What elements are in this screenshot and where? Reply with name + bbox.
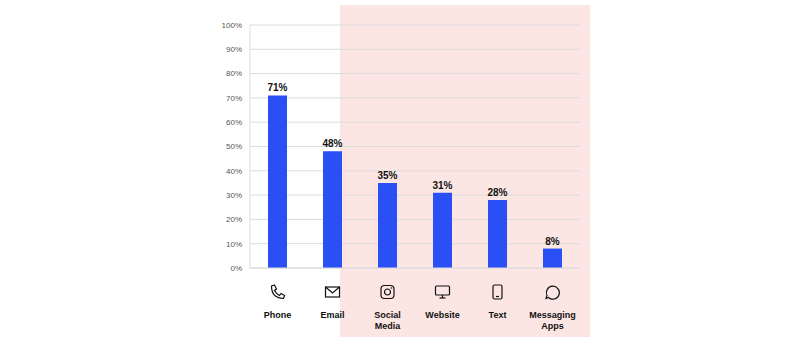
svg-text:71%: 71% [267, 82, 287, 93]
svg-text:Email: Email [320, 310, 344, 320]
svg-text:48%: 48% [322, 138, 342, 149]
svg-text:80%: 80% [226, 69, 242, 78]
svg-text:Media: Media [375, 321, 402, 331]
svg-text:30%: 30% [226, 191, 242, 200]
svg-text:Text: Text [489, 310, 507, 320]
svg-text:35%: 35% [377, 170, 397, 181]
svg-text:Phone: Phone [264, 310, 292, 320]
svg-text:Website: Website [425, 310, 459, 320]
svg-text:50%: 50% [226, 142, 242, 151]
svg-text:60%: 60% [226, 118, 242, 127]
svg-text:28%: 28% [487, 187, 507, 198]
svg-text:Messaging: Messaging [529, 310, 576, 320]
svg-text:90%: 90% [226, 45, 242, 54]
svg-text:Social: Social [374, 310, 401, 320]
svg-text:10%: 10% [226, 240, 242, 249]
svg-text:100%: 100% [222, 21, 242, 30]
svg-text:40%: 40% [226, 167, 242, 176]
svg-text:70%: 70% [226, 94, 242, 103]
svg-text:0%: 0% [230, 264, 242, 273]
svg-text:31%: 31% [432, 180, 452, 191]
svg-text:20%: 20% [226, 215, 242, 224]
svg-text:Apps: Apps [541, 321, 564, 331]
svg-text:8%: 8% [545, 236, 560, 247]
